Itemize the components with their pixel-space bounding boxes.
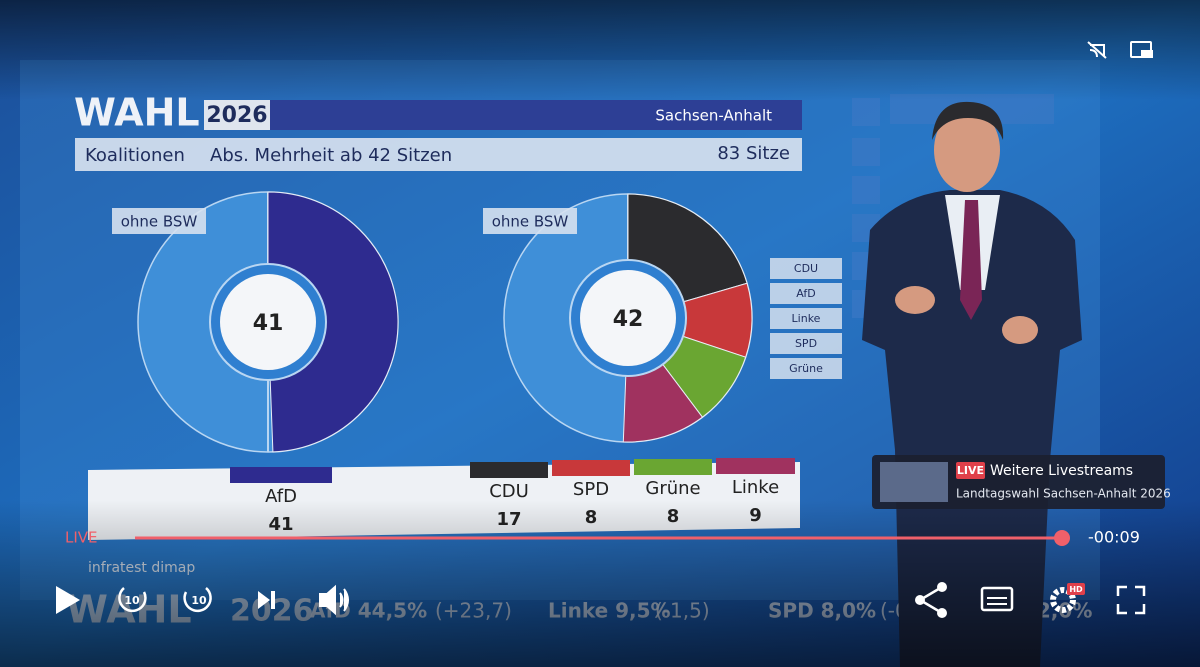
player-controls: LIVE -00:09 10 10 HD LIVE Weitere Livestreams L… — [56, 41, 1171, 618]
live-badge — [956, 462, 985, 479]
hd-label: HD — [1069, 585, 1083, 594]
share-node — [915, 595, 925, 605]
pip-inner — [1141, 50, 1153, 58]
subtitles-lines — [987, 597, 1007, 605]
time-remaining: -00:09 — [1088, 528, 1140, 547]
fullscreen-button[interactable] — [1116, 585, 1146, 615]
live-badge-label: LIVE — [957, 464, 984, 477]
livestream-subtitle: Landtagswahl Sachsen-Anhalt 2026 — [956, 487, 1171, 501]
livestream-thumbnail — [880, 462, 948, 502]
rewind-label: 10 — [124, 594, 140, 607]
settings-button[interactable] — [1050, 587, 1076, 613]
live-label: LIVE — [65, 529, 98, 547]
share-node — [937, 582, 947, 592]
forward-label: 10 — [191, 594, 207, 607]
hd-badge — [1067, 583, 1085, 595]
rewind-button[interactable] — [118, 587, 147, 613]
volume-button[interactable] — [319, 584, 349, 616]
cast-off-button[interactable] — [1087, 41, 1107, 59]
livestream-title: Weitere Livestreams — [990, 463, 1133, 479]
forward-button[interactable] — [183, 587, 212, 613]
share-node — [937, 608, 947, 618]
subtitles-button[interactable] — [980, 586, 1014, 612]
progress-handle[interactable] — [1054, 530, 1070, 546]
play-button[interactable] — [56, 586, 80, 614]
next-button[interactable] — [258, 591, 275, 609]
